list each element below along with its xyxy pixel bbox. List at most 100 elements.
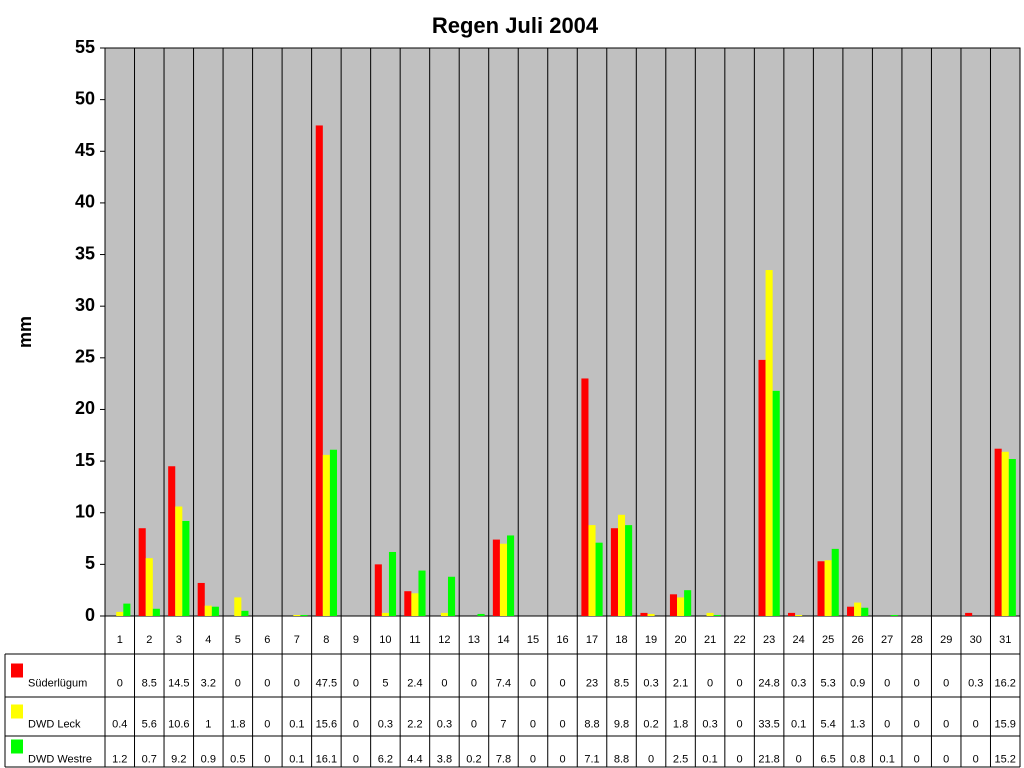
table-cell: 0 xyxy=(353,718,359,730)
table-cell: 0 xyxy=(264,718,270,730)
bar xyxy=(617,514,626,616)
table-cell: 0 xyxy=(914,753,920,765)
table-cell: 0 xyxy=(737,677,743,689)
y-tick-label: 30 xyxy=(75,295,95,315)
bar xyxy=(861,607,869,616)
y-tick-label: 5 xyxy=(85,553,95,573)
bar xyxy=(145,558,153,616)
y-tick-label: 35 xyxy=(75,243,95,263)
table-cell: 4.4 xyxy=(407,753,422,765)
x-tick-label: 27 xyxy=(881,634,893,646)
table-cell: 0 xyxy=(353,677,359,689)
table-cell: 0 xyxy=(914,677,920,689)
bar xyxy=(1001,451,1009,616)
table-cell: 0 xyxy=(943,753,949,765)
table-cell: 0.1 xyxy=(791,718,806,730)
table-cell: 0.1 xyxy=(289,753,304,765)
bar xyxy=(595,542,603,616)
table-cell: 0.2 xyxy=(643,718,658,730)
table-cell: 2.4 xyxy=(407,677,422,689)
x-tick-label: 15 xyxy=(527,634,539,646)
table-cell: 47.5 xyxy=(316,677,337,689)
table-cell: 9.2 xyxy=(171,753,186,765)
y-tick-label: 50 xyxy=(75,88,95,108)
table-cell: 5.6 xyxy=(142,718,157,730)
bar xyxy=(965,612,973,616)
bar xyxy=(677,597,685,616)
bar xyxy=(854,602,862,616)
x-tick-label: 31 xyxy=(999,634,1011,646)
bar xyxy=(507,535,515,616)
table-cell: 0.7 xyxy=(142,753,157,765)
x-tick-label: 4 xyxy=(205,634,211,646)
table-cell: 7.4 xyxy=(496,677,511,689)
table-cell: 0 xyxy=(530,718,536,730)
bar xyxy=(381,612,389,616)
bar xyxy=(581,378,589,616)
table-cell: 1.8 xyxy=(230,718,245,730)
table-cell: 0.8 xyxy=(850,753,865,765)
bar xyxy=(640,612,648,616)
table-cell: 7 xyxy=(500,718,506,730)
x-tick-label: 12 xyxy=(438,634,450,646)
table-cell: 0 xyxy=(707,677,713,689)
x-tick-label: 22 xyxy=(733,634,745,646)
table-cell: 0.3 xyxy=(437,718,452,730)
x-tick-label: 5 xyxy=(235,634,241,646)
bar xyxy=(234,597,242,616)
bar xyxy=(994,448,1002,616)
table-cell: 8.8 xyxy=(584,718,599,730)
bar xyxy=(293,614,301,616)
bar xyxy=(706,612,714,616)
table-cell: 10.6 xyxy=(168,718,189,730)
x-tick-label: 26 xyxy=(852,634,864,646)
legend-swatch xyxy=(11,663,23,678)
bar xyxy=(684,590,692,616)
table-cell: 16.1 xyxy=(316,753,337,765)
x-tick-label: 10 xyxy=(379,634,391,646)
y-tick-label: 45 xyxy=(75,140,95,160)
bar xyxy=(647,613,655,616)
table-cell: 2.1 xyxy=(673,677,688,689)
bar xyxy=(418,570,426,616)
bar xyxy=(152,608,160,616)
y-axis-label: mm xyxy=(15,316,35,348)
bar xyxy=(300,614,308,616)
table-cell: 0 xyxy=(530,677,536,689)
table-cell: 1 xyxy=(205,718,211,730)
table-cell: 0.1 xyxy=(880,753,895,765)
x-tick-label: 3 xyxy=(176,634,182,646)
bar xyxy=(411,593,419,616)
bar xyxy=(211,606,219,616)
table-cell: 16.2 xyxy=(995,677,1016,689)
table-cell: 0.5 xyxy=(230,753,245,765)
table-cell: 5.4 xyxy=(820,718,835,730)
bar xyxy=(116,611,124,616)
bar xyxy=(831,548,839,616)
table-cell: 5.3 xyxy=(820,677,835,689)
x-tick-label: 8 xyxy=(323,634,329,646)
bar xyxy=(588,525,596,616)
legend-label: Süderlügum xyxy=(28,677,87,689)
bar xyxy=(477,613,485,616)
table-cell: 5 xyxy=(382,677,388,689)
table-cell: 0 xyxy=(264,677,270,689)
bar xyxy=(890,614,898,616)
bar xyxy=(713,614,721,616)
bar xyxy=(610,528,618,616)
table-cell: 0.3 xyxy=(378,718,393,730)
bar xyxy=(824,560,832,616)
table-cell: 0.2 xyxy=(466,753,481,765)
x-tick-label: 16 xyxy=(556,634,568,646)
table-cell: 0 xyxy=(884,718,890,730)
table-cell: 1.2 xyxy=(112,753,127,765)
chart-title: Regen Juli 2004 xyxy=(432,13,599,38)
x-tick-label: 2 xyxy=(146,634,152,646)
bar xyxy=(315,125,323,617)
table-cell: 0.9 xyxy=(201,753,216,765)
table-cell: 23 xyxy=(586,677,598,689)
bar xyxy=(817,561,825,616)
bar xyxy=(204,605,212,616)
